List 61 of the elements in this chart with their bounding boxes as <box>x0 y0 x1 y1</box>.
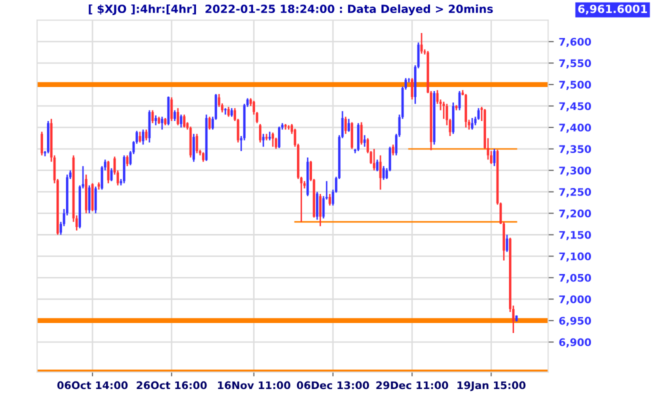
candlestick <box>493 148 496 167</box>
candlestick <box>420 32 423 54</box>
x-tick-label: 19Jan 15:00 <box>458 381 526 392</box>
candlestick <box>410 77 414 100</box>
chart-title: [ $XJO ]:4hr:[4hr] 2022-01-25 18:24:00 : Data Delayed > 20mins <box>88 4 493 16</box>
candlestick <box>196 133 198 154</box>
candlestick <box>262 133 265 148</box>
candlestick <box>392 144 394 156</box>
y-tick-label: 6,950 <box>559 316 592 326</box>
candlestick <box>151 110 154 124</box>
y-tick-label: 6,900 <box>559 338 592 348</box>
candlestick <box>183 114 186 128</box>
candlestick <box>192 133 195 162</box>
candlestick <box>202 152 204 162</box>
candlestick <box>376 158 378 172</box>
candlestick <box>348 118 350 132</box>
candlestick <box>176 107 180 126</box>
candlestick <box>319 193 322 227</box>
candlestick <box>142 128 144 146</box>
candlestick <box>160 116 164 130</box>
x-tick-label: 06Dec 13:00 <box>296 381 370 390</box>
y-tick-label: 7,500 <box>559 80 592 90</box>
candlestick <box>126 154 128 167</box>
text: 6,961.6001 <box>578 4 647 15</box>
candlestick <box>316 191 318 220</box>
candlestick <box>88 184 91 214</box>
candlestick <box>154 114 157 126</box>
x-tick-label: 16Nov 11:00 <box>218 381 290 390</box>
x-tick-label: 26Oct 16:00 <box>136 381 207 390</box>
y-tick-label: 7,450 <box>559 102 592 112</box>
candlestick <box>363 134 366 148</box>
candlestick <box>372 148 376 172</box>
x-tick-label: 29Dec 11:00 <box>376 381 448 390</box>
candlestick <box>259 123 262 144</box>
candlestick <box>94 186 97 214</box>
y-tick-label: 7,600 <box>559 38 592 48</box>
candlestick <box>278 126 280 149</box>
candlestick <box>107 160 110 184</box>
y-tick-label: 7,550 <box>559 59 592 68</box>
candlestick <box>180 114 182 128</box>
candlestick <box>268 131 271 142</box>
y-tick-label: 7,100 <box>559 252 592 262</box>
y-tick-label: 7,300 <box>559 166 592 176</box>
y-tick-label: 7,250 <box>559 188 592 198</box>
y-tick-label: 7,400 <box>559 124 592 133</box>
candlestick <box>344 116 347 135</box>
candlestick <box>272 132 274 148</box>
candlestick <box>328 193 331 206</box>
candlestick <box>382 165 385 181</box>
y-tick-label: 7,000 <box>559 295 592 305</box>
candlestick <box>170 96 173 122</box>
candlestick <box>174 110 176 122</box>
candlestick <box>40 131 44 156</box>
y-tick-label: 7,150 <box>559 230 592 240</box>
candlestick <box>379 154 382 190</box>
y-tick-label: 7,050 <box>559 274 592 284</box>
y-tick-label: 7,200 <box>559 210 592 219</box>
candlestick <box>471 117 474 130</box>
y-tick-label: 7,350 <box>559 145 592 154</box>
x-tick-label: 06Oct 14:00 <box>57 381 128 390</box>
candlestick <box>145 128 148 142</box>
